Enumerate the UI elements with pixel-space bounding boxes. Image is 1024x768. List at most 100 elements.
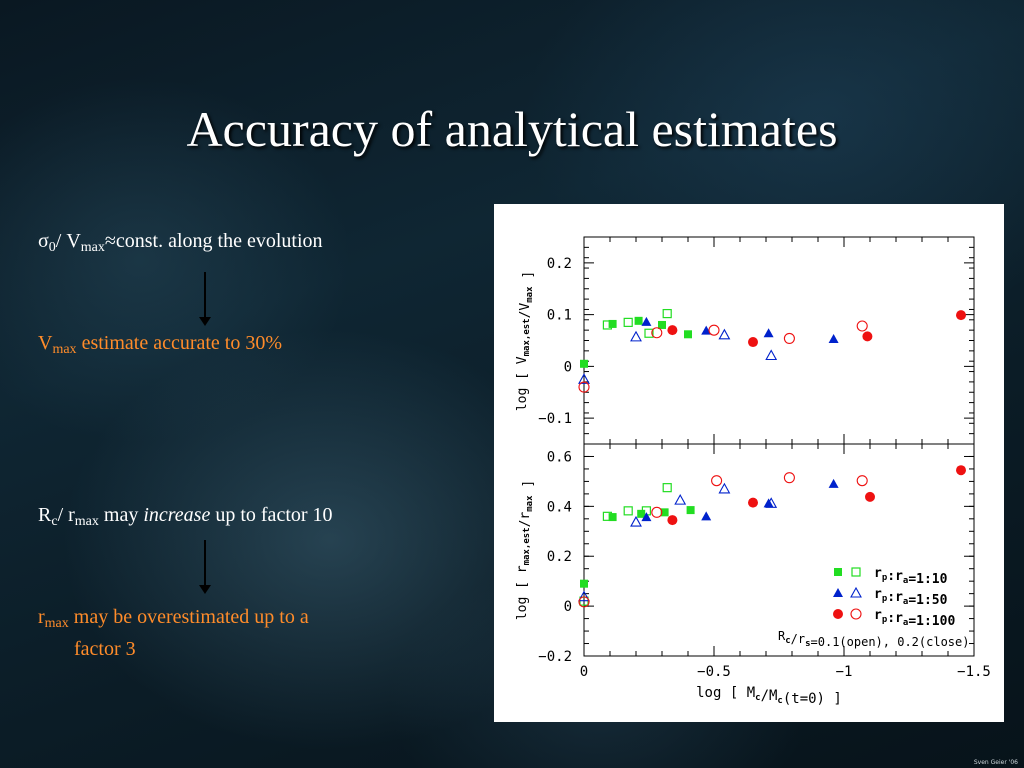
data-point: [580, 579, 588, 588]
data-point: [578, 590, 590, 602]
data-point: [578, 373, 590, 384]
data-point: [718, 482, 731, 494]
data-point: [641, 316, 652, 326]
data-point: [667, 325, 678, 336]
legend-marker-filled: [834, 568, 842, 576]
slide-title: Accuracy of analytical estimates: [186, 101, 838, 157]
x-axis-label: log [ Mc/Mc(t=0) ]: [696, 685, 842, 707]
ytick-label: 0: [564, 599, 572, 615]
y-axis-label-top: log [ Vmax,est/Vmax ]: [515, 271, 536, 411]
data-point: [828, 333, 839, 343]
data-point: [580, 359, 588, 368]
data-point: [623, 506, 633, 516]
line3-text: up to factor 10: [210, 504, 333, 526]
data-point: [608, 319, 617, 328]
data-point: [763, 328, 774, 338]
legend-label: rp:ra=1:100: [874, 608, 955, 629]
line-rc-rmax: Rc/ rmax may increase up to factor 10: [38, 504, 333, 530]
data-point: [783, 472, 795, 484]
ytick-label: 0.2: [547, 256, 572, 272]
vmax-subscript-2: max: [52, 342, 77, 357]
data-point: [637, 509, 646, 518]
legend-label: rp:ra=1:50: [874, 587, 948, 608]
line1-text: ≈const. along the evolution: [104, 230, 323, 252]
legend-label: rp:ra=1:10: [874, 566, 948, 587]
rc-subscript: c: [51, 514, 58, 529]
data-point: [644, 328, 654, 338]
y-axis-label-bottom: log [ rmax,est/rmax ]: [515, 480, 536, 620]
data-point: [608, 513, 617, 522]
chart-panel: 0.2 0.1 0 −0.1 0.6 0.4 0.2 0 −0.2 0 −0.5 −1 −1.5 log …: [494, 204, 1004, 722]
data-point: [578, 596, 590, 608]
xtick-label: −1.5: [957, 664, 991, 680]
data-point: [748, 497, 758, 508]
data-point: [701, 511, 712, 521]
data-point: [578, 381, 590, 393]
data-point: [662, 483, 672, 493]
line3-may: may: [98, 504, 144, 526]
ytick-label: 0.6: [547, 449, 572, 465]
ytick-label: 0.1: [547, 308, 572, 324]
xtick-label: −0.5: [697, 664, 731, 680]
data-point: [783, 332, 795, 344]
sigma-subscript: 0: [48, 240, 56, 255]
data-point: [686, 506, 695, 515]
data-point: [667, 515, 678, 526]
ytick-label: 0.2: [547, 549, 572, 565]
data-point: [956, 310, 966, 321]
arrow-down-1: [199, 272, 211, 326]
data-point: [674, 493, 687, 505]
data-point: [828, 478, 839, 488]
legend-marker-open: [850, 586, 862, 598]
data-point: [856, 320, 868, 332]
ytick-label: −0.1: [538, 411, 572, 427]
xtick-label: −1: [836, 664, 853, 680]
data-point: [718, 328, 731, 340]
data-point: [630, 515, 642, 527]
ytick-label: 0: [564, 359, 572, 375]
line-factor-3: factor 3: [74, 638, 136, 660]
data-point: [634, 316, 643, 325]
data-point: [862, 331, 873, 342]
line2-text: estimate accurate to 30%: [76, 332, 283, 354]
legend-marker-open: [851, 567, 861, 577]
data-point: [641, 512, 652, 522]
data-point: [856, 475, 868, 487]
data-point: [602, 511, 613, 521]
rmax-subscript: max: [74, 514, 99, 529]
data-point: [765, 349, 778, 361]
ytick-label: 0.4: [547, 499, 572, 515]
legend-footnote: Rc/rs=0.1(open), 0.2(close): [778, 629, 969, 649]
data-point: [662, 308, 672, 319]
rmax-subscript-2: max: [44, 616, 69, 631]
data-point: [865, 491, 875, 502]
data-point: [660, 508, 669, 517]
line3-increase: increase: [143, 504, 211, 526]
arrow-down-2: [199, 540, 211, 594]
data-point: [602, 320, 613, 330]
vmax-symbol: / V: [55, 230, 81, 252]
line-sigma-vmax: σ0/ Vmax≈const. along the evolution: [38, 230, 323, 256]
line4-text: may be overestimated up to a: [68, 606, 309, 628]
legend-marker-open: [850, 608, 862, 620]
xtick-label: 0: [580, 664, 588, 680]
data-point: [956, 465, 966, 476]
vmax-subscript: max: [80, 240, 105, 255]
scatter-chart: 0.2 0.1 0 −0.1 0.6 0.4 0.2 0 −0.2 0 −0.5 −1 −1.5 log …: [515, 236, 991, 707]
line-vmax-estimate: Vmax estimate accurate to 30%: [38, 332, 282, 358]
rmax-symbol-2: r: [38, 606, 45, 628]
data-point: [711, 475, 723, 487]
data-point: [708, 324, 720, 336]
vmax-symbol-2: V: [38, 332, 53, 354]
artist-credit: Sven Geier '06: [973, 759, 1018, 766]
data-point: [765, 497, 778, 508]
legend-marker-filled: [833, 588, 843, 597]
sigma-symbol: σ: [38, 230, 49, 252]
data-point: [701, 325, 712, 335]
data-point: [684, 330, 692, 339]
line-rmax-overestimate: rmax may be overestimated up to a: [38, 606, 309, 632]
rc-symbol: R: [38, 504, 52, 526]
rmax-symbol: / r: [57, 504, 75, 526]
ytick-label: −0.2: [538, 649, 572, 665]
data-point: [623, 317, 633, 327]
